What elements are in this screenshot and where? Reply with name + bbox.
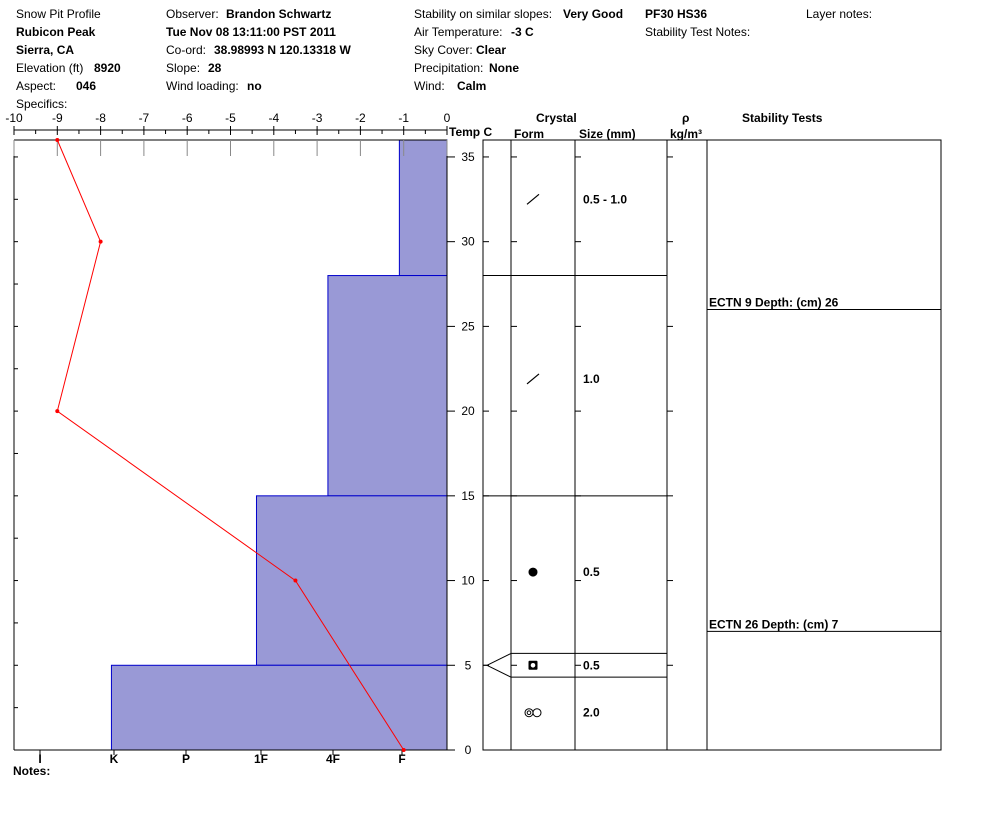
- hardness-layer: [398, 139, 448, 277]
- wind-value: Calm: [457, 79, 487, 93]
- temperature-point: [293, 578, 298, 583]
- crystal-size: 0.5: [583, 565, 600, 579]
- depth-tick-label: 15: [461, 489, 475, 503]
- temp-tick-label: 0: [444, 111, 451, 125]
- density-header: ρ: [682, 111, 690, 125]
- specifics-label: Specifics:: [16, 97, 68, 111]
- region: Sierra, CA: [16, 43, 75, 57]
- crystal-size: 2.0: [583, 706, 600, 720]
- datetime: Tue Nov 08 13:11:00 PST 2011: [166, 25, 336, 39]
- layer-notes-label: Layer notes:: [806, 7, 873, 21]
- elevation-value: 8920: [94, 61, 121, 75]
- density-unit: kg/m³: [670, 127, 703, 141]
- hardness-label: I: [38, 752, 41, 766]
- melt-forms-icon: [524, 708, 534, 718]
- crystal-size: 1.0: [583, 372, 600, 386]
- air-temp-value: -3 C: [511, 25, 534, 39]
- temperature-point: [401, 748, 406, 752]
- melt-forms-icon: [532, 708, 542, 718]
- wind-loading-value: no: [247, 79, 262, 93]
- wind-label: Wind:: [414, 79, 445, 93]
- stability-tests-header: Stability Tests: [742, 111, 823, 125]
- stability-notes-label: Stability Test Notes:: [645, 25, 751, 39]
- stability-test-label: ECTN 9 Depth: (cm) 26: [709, 295, 839, 309]
- depth-tick-label: 35: [461, 150, 475, 164]
- stability-label: Stability on similar slopes:: [414, 7, 553, 21]
- temp-tick-label: -4: [268, 111, 279, 125]
- crystal-size: 0.5: [583, 658, 600, 672]
- depth-tick-label: 10: [461, 574, 475, 588]
- precip-label: Precipitation:: [414, 61, 484, 75]
- hardness-label: K: [110, 752, 119, 766]
- size-header: Size (mm): [579, 127, 636, 141]
- pf-hs: PF30 HS36: [645, 7, 708, 21]
- layers-table-frame: [482, 139, 942, 751]
- precipitation-particle-icon: [526, 373, 540, 385]
- stability-test-label: ECTN 26 Depth: (cm) 7: [709, 617, 839, 631]
- observer-label: Observer:: [166, 7, 219, 21]
- depth-tick-label: 30: [461, 235, 475, 249]
- stability-value: Very Good: [563, 7, 624, 21]
- precip-value: None: [489, 61, 519, 75]
- notes-label: Notes:: [13, 764, 51, 778]
- melt-forms-icon: [526, 710, 532, 716]
- temp-tick-label: -1: [398, 111, 409, 125]
- temp-tick-label: -5: [225, 111, 236, 125]
- temp-tick-label: -6: [182, 111, 193, 125]
- temp-tick-label: -3: [312, 111, 323, 125]
- crystal-header: Crystal: [536, 111, 577, 125]
- temp-tick-label: -9: [52, 111, 63, 125]
- faceted-rounded-icon: [530, 662, 536, 668]
- depth-tick-label: 5: [465, 658, 472, 672]
- depth-tick-label: 20: [461, 404, 475, 418]
- form-header: Form: [514, 127, 544, 141]
- rounded-grains-icon: [528, 567, 538, 577]
- temperature-point: [55, 138, 60, 142]
- hardness-label: 1F: [254, 752, 268, 766]
- location: Rubicon Peak: [16, 25, 96, 39]
- elevation-label: Elevation (ft): [16, 61, 84, 75]
- temp-axis-title: Temp C: [449, 125, 493, 139]
- hardness-label: 4F: [326, 752, 340, 766]
- hardness-layer: [110, 664, 448, 751]
- temperature-point: [55, 409, 60, 414]
- temperature-point: [98, 239, 103, 244]
- hardness-label: P: [182, 752, 190, 766]
- crystal-size: 0.5 - 1.0: [583, 192, 627, 206]
- depth-tick-label: 0: [465, 743, 472, 757]
- temp-tick-label: -7: [139, 111, 150, 125]
- slope-value: 28: [208, 61, 222, 75]
- coord-value: 38.98993 N 120.13318 W: [214, 43, 351, 57]
- temp-tick-label: -8: [95, 111, 106, 125]
- thin-layer-connector: [486, 652, 512, 666]
- slope-label: Slope:: [166, 61, 201, 75]
- depth-tick-label: 25: [461, 319, 475, 333]
- temp-tick-label: -2: [355, 111, 366, 125]
- observer-value: Brandon Schwartz: [226, 7, 332, 21]
- temp-tick-label: -10: [5, 111, 23, 125]
- hardness-label: F: [398, 752, 405, 766]
- aspect-label: Aspect:: [16, 79, 57, 93]
- thin-layer-connector: [486, 664, 512, 678]
- precipitation-particle-icon: [526, 193, 540, 205]
- aspect-value: 046: [76, 79, 97, 93]
- hardness-layer: [255, 495, 448, 666]
- sky-value: Clear: [476, 43, 507, 57]
- sky-label: Sky Cover:: [414, 43, 473, 57]
- air-temp-label: Air Temperature:: [414, 25, 503, 39]
- coord-label: Co-ord:: [166, 43, 207, 57]
- page-title: Snow Pit Profile: [16, 7, 101, 21]
- wind-loading-label: Wind loading:: [166, 79, 239, 93]
- hardness-layer: [327, 275, 448, 497]
